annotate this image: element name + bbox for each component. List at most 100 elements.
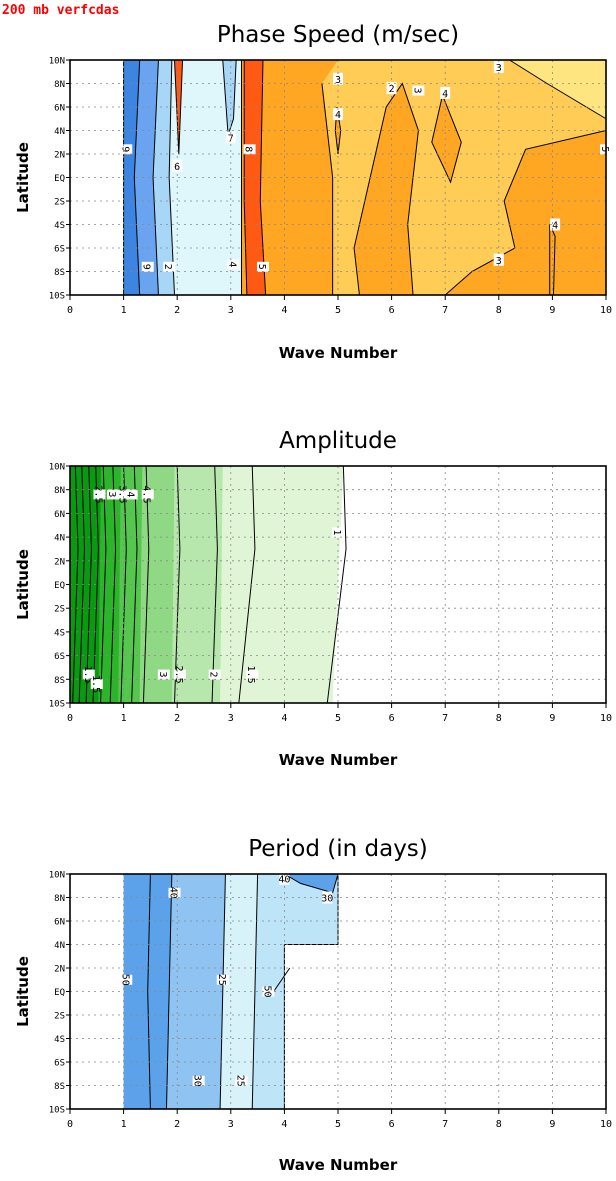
panel-1-xtick-label: 0 xyxy=(67,305,73,316)
period-contour-label-group: 25 xyxy=(235,1075,248,1087)
amplitude-contour-label-bg xyxy=(157,669,170,680)
phase-contour-label: 8 xyxy=(243,146,254,152)
panel-2-ytick-label: 10N xyxy=(49,463,65,473)
amplitude-contour xyxy=(211,465,218,704)
panel-1-axes: 0 1 2 3 4 5 6 7 8 9 10 10N 8N 6N 4N 2N EQ 2S 4S 6S 8S 10S Phas… xyxy=(14,22,612,362)
period-fill-mid xyxy=(166,874,226,1109)
phase-contour-label: 9 xyxy=(119,146,130,152)
amplitude-contour-label: 4.5 xyxy=(141,485,152,503)
panel-3-xlabel: Wave Number xyxy=(279,1156,398,1174)
panel-3-ytick-label: EQ xyxy=(54,988,65,998)
panel-2-xtick-label: 6 xyxy=(389,713,395,724)
phase-contour-label-group: 2 xyxy=(162,261,176,272)
amplitude-contour-label-group: 1 xyxy=(331,527,344,538)
amplitude-contour-label: 2 xyxy=(208,672,219,678)
phase-fill-pale-cyan xyxy=(169,60,242,295)
phase-contour-label-group: 6 xyxy=(172,159,183,173)
amplitude-chart: 2.5 3 3.54 4.511.51.53 2.5 2 1.5 xyxy=(70,465,347,704)
panel-2-xtick-label: 9 xyxy=(549,713,555,724)
amplitude-contour-label: 4 xyxy=(125,491,136,497)
phase-contour-label: 3 xyxy=(411,88,422,94)
panel-3-xtick-label: 1 xyxy=(121,1119,127,1130)
amplitude-contour-label-bg xyxy=(90,679,103,690)
panel-2-ylabel: Latitude xyxy=(14,549,32,620)
panel-2-ytick-label: 10S xyxy=(49,700,65,710)
panel-2-ytick-label: 6N xyxy=(54,510,65,520)
phase-contour-label: 3 xyxy=(335,75,341,86)
period-contour-label-bg xyxy=(322,891,333,904)
panel-3-axes: 0 1 2 3 4 5 6 7 8 9 10 10N 8N 6N 4N 2N EQ 2S 4S 6S 8S 10S Peri… xyxy=(14,836,612,1174)
phase-contour-label-bg xyxy=(440,86,451,99)
panel-1-ytick-label: 4N xyxy=(54,127,65,137)
phase-contour-label: 2 xyxy=(162,264,173,270)
panel-2-xtick-label: 1 xyxy=(121,713,127,724)
amplitude-contour-label: 2.5 xyxy=(173,666,184,684)
period-contour-label-group: 25 xyxy=(216,974,229,986)
amplitude-contour-label-bg xyxy=(82,669,95,680)
panel-3-xtick-label: 3 xyxy=(228,1119,234,1130)
period-contour-label-group: 30 xyxy=(192,1075,205,1087)
panel-3-xtick-label: 5 xyxy=(335,1119,341,1130)
amplitude-contour-label-group: 4 xyxy=(125,489,138,500)
amplitude-contour-label-group: 1.5 xyxy=(245,666,259,684)
period-contour xyxy=(165,873,173,1110)
phase-contour-label-group: 4 xyxy=(550,218,561,232)
phase-contour xyxy=(133,59,141,296)
amplitude-fill-band xyxy=(171,466,226,703)
amplitude-contour-label-bg xyxy=(93,489,106,500)
phase-contour xyxy=(321,83,334,295)
period-contour-label: 30 xyxy=(192,1075,203,1087)
period-contour-label: 25 xyxy=(235,1075,246,1087)
phase-contour xyxy=(152,59,159,296)
phase-contour-label-bg xyxy=(412,85,425,96)
amplitude-contour-label-group: 2.5 xyxy=(173,666,186,684)
amplitude-contour xyxy=(85,465,92,704)
phase-contour xyxy=(353,82,419,296)
panel-2-ytick-label: EQ xyxy=(54,581,65,591)
period-contour xyxy=(251,873,259,1110)
panel-3-ylabel: Latitude xyxy=(14,956,32,1027)
panel-1-xtick-label: 1 xyxy=(121,305,127,316)
phase-contour-label: 2 xyxy=(389,84,395,95)
phase-contour-label-group: 4 xyxy=(440,86,451,100)
period-contour xyxy=(219,873,226,1110)
amplitude-contour-label: 2.5 xyxy=(92,485,103,503)
phase-fill-mid-blue xyxy=(134,60,159,295)
period-contour-label: 50 xyxy=(261,985,272,997)
amplitude-contour-label-group: 1.5 xyxy=(82,666,95,684)
phase-contour-label-group: 9 xyxy=(141,261,154,272)
phase-contour-label-group: 4 xyxy=(226,259,240,270)
panel-1-title: Phase Speed (m/sec) xyxy=(217,22,459,48)
amplitude-contour-label-group: 2 xyxy=(208,669,221,680)
panel-2-xlabel: Wave Number xyxy=(279,751,398,769)
phase-contour-label-group: 5 xyxy=(256,261,269,272)
phase-contour-label: 3 xyxy=(496,63,502,74)
panel-3-xtick-label: 6 xyxy=(389,1119,395,1130)
panel-1-ytick-label: 4S xyxy=(54,221,65,231)
panel-2-xtick-label: 0 xyxy=(67,713,73,724)
panel-3-xtick-label: 10 xyxy=(600,1119,612,1130)
phase-fill-light-blue-wedge xyxy=(222,60,237,136)
panel-3-xtick-label: 0 xyxy=(67,1119,73,1130)
panel-3-title: Period (in days) xyxy=(248,836,428,862)
panel-2-xtick-label: 10 xyxy=(600,713,612,724)
panel-1-ylabel: Latitude xyxy=(14,142,32,213)
phase-contour-label-group: 9 xyxy=(119,144,133,155)
phase-contour-label-bg xyxy=(227,259,240,270)
amplitude-contour-label: 1 xyxy=(331,529,342,535)
panel-3-ytick-label: 2S xyxy=(54,1012,65,1022)
phase-contour-label-bg xyxy=(243,144,256,155)
panel-2-xtick-label: 7 xyxy=(442,713,448,724)
panel-2-xtick-label: 2 xyxy=(174,713,180,724)
period-contour-label-group: 40 xyxy=(168,887,181,899)
period-fill-light xyxy=(252,874,338,1109)
period-contour xyxy=(284,874,339,945)
phase-fill-red-band xyxy=(244,60,266,295)
amplitude-contour xyxy=(326,465,347,704)
amplitude-contour-label: 1.5 xyxy=(82,666,93,684)
period-contour xyxy=(147,873,151,1110)
panel-1-xtick-label: 3 xyxy=(228,305,234,316)
phase-contour-label: 4 xyxy=(552,221,558,232)
amplitude-contour-label-bg xyxy=(141,489,154,500)
